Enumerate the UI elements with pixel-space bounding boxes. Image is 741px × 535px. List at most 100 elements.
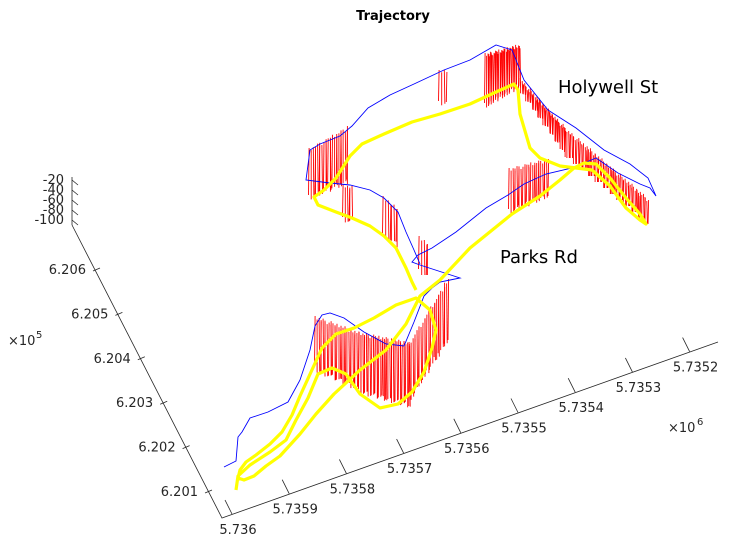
y-exponent-power: 5 [36, 330, 42, 341]
drop-line-332 [447, 278, 450, 341]
drop-line-205 [508, 167, 510, 210]
z-tick-2-mark [71, 199, 79, 206]
drop-line-259 [352, 332, 354, 388]
drop-line-181 [643, 193, 645, 219]
drop-line-331 [446, 283, 448, 344]
drop-line-92 [543, 107, 546, 126]
drop-line-223 [533, 165, 536, 199]
x-tick-0-label: 5.736 [219, 523, 256, 535]
drop-line-105 [554, 119, 557, 142]
x-tick-2-label: 5.7358 [330, 482, 376, 497]
drop-line-207 [512, 168, 515, 212]
drop-line-87 [537, 102, 540, 118]
annotation-parks-rd: Parks Rd [500, 247, 578, 268]
drop-line-314 [421, 322, 424, 381]
x-tick-6-label: 5.7354 [558, 401, 604, 416]
drop-line-197 [393, 204, 396, 242]
drop-line-254 [343, 329, 346, 384]
drop-line-110 [561, 124, 563, 150]
drop-line-276 [373, 337, 375, 394]
y-tick-4-mark [115, 312, 123, 316]
drop-line-125 [575, 139, 578, 165]
x-axis-ticks: 5.736 5.7359 5.7358 5.7357 5.7356 5.7355 5.735… [219, 337, 718, 535]
y-tick-4-label: 6.205 [71, 307, 108, 322]
drop-line-44 [500, 52, 502, 94]
drop-line-184 [646, 200, 648, 225]
drop-line-214 [521, 166, 524, 207]
drop-line-256 [348, 331, 350, 383]
y-exponent-base: ×10 [8, 334, 35, 349]
drop-line-295 [397, 339, 400, 400]
drop-line-163 [621, 176, 623, 201]
drop-line-99 [549, 115, 552, 134]
drop-line-233 [314, 315, 316, 368]
drop-line-121 [571, 133, 573, 159]
y-tick-1-label: 6.202 [138, 441, 175, 456]
altitude-trajectory-line [234, 82, 648, 491]
drop-line-262 [356, 332, 358, 387]
x-tick-6-mark [567, 378, 576, 393]
y-tick-3-mark [137, 356, 145, 361]
y-tick-5-mark [92, 267, 101, 272]
drop-line-56 [511, 46, 513, 88]
drop-line-11 [325, 141, 328, 190]
drop-line-192 [382, 195, 384, 234]
drop-line-134 [585, 150, 588, 171]
drop-line-175 [636, 189, 639, 213]
axes-lines [71, 224, 719, 519]
drop-line-291 [392, 341, 395, 403]
drop-line-172 [631, 187, 633, 213]
x-tick-1-label: 5.7359 [272, 503, 318, 518]
drop-line-210 [516, 166, 519, 208]
drop-line-194 [387, 200, 390, 240]
x-exponent-base: ×10 [668, 421, 695, 436]
drop-line-108 [557, 121, 559, 143]
drop-line-84 [535, 100, 537, 111]
drop-line-226 [537, 163, 540, 200]
z-tick-3-label: -80 [43, 203, 64, 218]
drop-line-277 [374, 336, 376, 394]
chart-title: Trajectory [356, 9, 430, 24]
drop-line-167 [625, 182, 628, 207]
z-tick-0-label: -20 [43, 173, 64, 188]
drop-line-62 [516, 47, 518, 85]
z-tick-1-mark [71, 189, 79, 196]
x-tick-0-mark [224, 499, 233, 515]
z-tick-4-mark [71, 219, 79, 226]
x-tick-4-mark [453, 418, 462, 433]
drop-line-265 [358, 331, 360, 390]
drop-line-75 [527, 89, 530, 102]
y-tick-5-label: 6.206 [49, 263, 86, 278]
drop-line-216 [524, 166, 526, 204]
drop-line-12 [327, 138, 329, 188]
drop-line-333 [438, 69, 440, 102]
drop-line-81 [532, 93, 535, 110]
drop-line-267 [362, 333, 364, 394]
drop-line-101 [551, 113, 554, 135]
drop-line-220 [529, 162, 532, 204]
drop-line-228 [542, 163, 544, 197]
drop-line-326 [437, 295, 440, 354]
drop-line-128 [579, 141, 581, 165]
drop-line-98 [548, 111, 551, 134]
z-tick-4-label: -100 [34, 213, 64, 228]
drop-line-191 [351, 185, 354, 221]
x-exponent-power: 6 [697, 417, 703, 428]
x-tick-7-mark [625, 357, 633, 373]
drop-line-64 [519, 48, 522, 88]
drop-line-297 [399, 341, 402, 405]
drop-line-124 [574, 140, 577, 165]
x-tick-2-mark [339, 459, 347, 474]
drop-line-219 [528, 164, 530, 205]
y-tick-3-label: 6.204 [94, 352, 131, 367]
drop-line-279 [376, 337, 379, 399]
z-tick-2-label: -60 [43, 193, 64, 208]
drop-line-305 [408, 341, 410, 398]
drop-line-195 [389, 205, 392, 241]
drop-line-300 [403, 340, 406, 403]
drop-line-118 [568, 130, 570, 159]
drop-line-55 [510, 48, 513, 90]
drop-line-86 [538, 98, 541, 118]
z-tick-1-label: -40 [43, 183, 64, 198]
